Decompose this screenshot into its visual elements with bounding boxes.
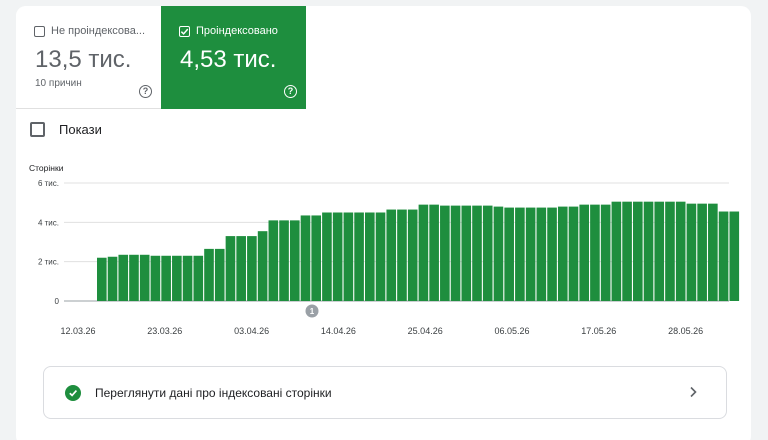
checkmark-icon [180,28,189,35]
impressions-checkbox[interactable] [30,122,45,137]
y-tick-label: 4 тис. [38,218,59,227]
chart-bar [107,256,118,301]
x-tick-label: 06.05.26 [494,326,529,336]
chart-bar [322,212,332,301]
index-coverage-card: Не проіндексова... 13,5 тис. 10 причин ?… [16,6,751,440]
not-indexed-count: 13,5 тис. [35,46,132,73]
impressions-toggle[interactable]: Покази [30,122,102,137]
chart-bar [600,204,611,301]
view-indexed-pages-label: Переглянути дані про індексовані сторінк… [95,385,332,400]
chart-bar [493,206,504,301]
chart-bar [332,212,343,301]
not-indexed-reasons: 10 причин [35,78,82,89]
view-indexed-pages-link[interactable]: Переглянути дані про індексовані сторінк… [43,366,727,419]
not-indexed-tile[interactable]: Не проіндексова... 13,5 тис. 10 причин ? [16,6,161,109]
chart-bar [354,212,364,301]
chart-bar [139,254,150,301]
chart-bar [236,236,246,301]
help-icon[interactable]: ? [284,85,297,98]
chart-bar [440,205,450,301]
chart-bar [429,204,439,301]
help-icon[interactable]: ? [139,85,152,98]
chart-bar [686,203,697,301]
x-tick-label: 25.04.26 [408,326,443,336]
chart-bar [633,201,643,301]
chart-bar [407,209,418,301]
chart-bar [375,212,386,301]
chart-bar [482,205,493,301]
chart-bar [665,201,675,301]
chart-bar [579,204,590,301]
x-tick-label: 12.03.26 [60,326,95,336]
chart-bar [729,211,740,301]
y-tick-label: 6 тис. [38,179,59,188]
chart-bar [343,212,354,301]
chart-bar [182,255,193,301]
chart-bar [279,220,289,301]
indexed-checkbox[interactable] [179,25,190,37]
y-tick-label: 0 [55,297,60,306]
chart-bar [418,204,429,301]
indexed-pages-chart: Сторінки 0 2 тис. 4 тис. 6 тис. 12.03.26 23.03… [29,163,740,336]
chart-bar [257,231,268,301]
chart-bar [268,220,279,301]
chart-bar [172,255,182,301]
chart-bar [654,201,665,301]
chart-bar [150,255,161,301]
chart-bar [568,206,579,301]
chart-bar [204,248,214,301]
indexed-count: 4,53 тис. [180,46,277,73]
chart-bar [697,203,707,301]
chart-bar [590,204,600,301]
indexed-label: Проіндексовано [196,25,278,37]
indexed-header: Проіндексовано [179,25,278,37]
not-indexed-header: Не проіндексова... [34,25,145,37]
chart-bar [450,205,461,301]
chart-bar [300,215,311,301]
chart-bar [611,201,622,301]
impressions-label: Покази [59,122,102,137]
annotation-marker [305,304,319,318]
chart-bar [311,215,322,301]
chart-bar [675,201,686,301]
chart-bar [397,209,407,301]
chart-bar [97,257,107,301]
chart-bar [504,207,514,301]
chart-bar [622,201,632,301]
chart-bar [118,254,129,301]
y-axis-label: Сторінки [29,163,64,173]
chart-bar [129,254,139,301]
chart-bar [365,212,375,301]
chart-bar [708,203,718,301]
not-indexed-label: Не проіндексова... [51,25,146,37]
chart-bar [718,211,729,301]
chart-bar [643,201,654,301]
chart-bar [557,206,568,301]
chart-bar [472,205,482,301]
chart-bar [193,255,204,301]
chart-bar [214,248,225,301]
x-tick-label: 23.03.26 [147,326,182,336]
chart-bar [386,209,397,301]
chart-bar [515,207,525,301]
chart-bar [536,207,547,301]
indexed-tile[interactable]: Проіндексовано 4,53 тис. ? [161,6,306,109]
chart-bar [225,236,236,301]
not-indexed-checkbox[interactable] [34,25,45,37]
annotation-label: 1 [310,307,315,316]
check-circle-icon [65,384,81,401]
chart-bar [289,220,300,301]
x-tick-label: 17.05.26 [581,326,616,336]
x-tick-label: 03.04.26 [234,326,269,336]
x-tick-label: 28.05.26 [668,326,703,336]
chart-bar [525,207,536,301]
chart-bar [547,207,557,301]
chart-bar [161,255,171,301]
chart-bar [461,205,472,301]
x-tick-label: 14.04.26 [321,326,356,336]
chart-bar [247,236,257,301]
chevron-right-icon [690,386,697,398]
y-tick-label: 2 тис. [38,258,59,267]
